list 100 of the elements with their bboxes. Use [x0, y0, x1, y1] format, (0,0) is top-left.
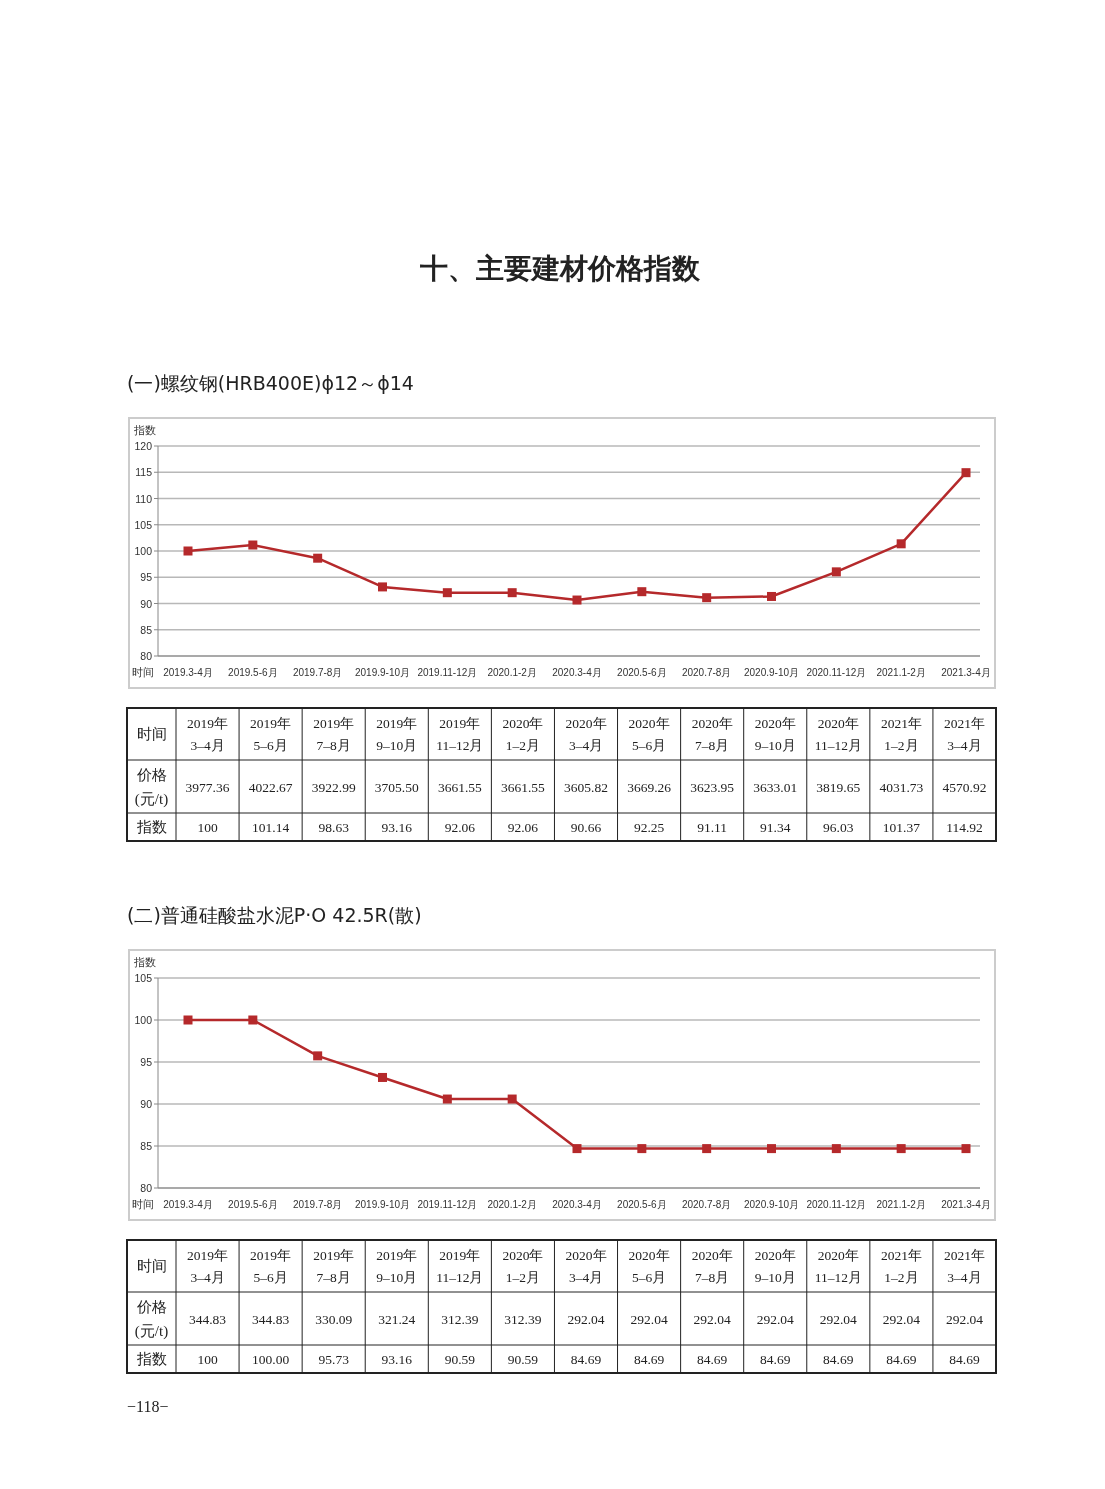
text: 292.04 [882, 1311, 921, 1326]
x-axis-title: 时间 [132, 1198, 154, 1210]
text: 2020年 7–8月 [691, 1247, 733, 1285]
text: 3661.55 [437, 779, 483, 794]
text: 3669.26 [627, 779, 672, 794]
text: 2021年 1–2月 [880, 1247, 922, 1285]
text: 4031.73 [879, 779, 924, 794]
point [831, 1144, 841, 1154]
chart-title: (二)普通硅酸盐水泥P·O 42.5R(散) [127, 904, 422, 926]
text: 2021年 3–4月 [943, 1247, 985, 1285]
data-label: 98.63 [318, 819, 350, 835]
text: 3977.36 [185, 779, 230, 794]
text: 4022.67 [248, 779, 293, 794]
data-label: 84.69 [886, 1351, 917, 1367]
text: −118− [127, 1397, 169, 1415]
text: 2020年 1–2月 [502, 715, 544, 753]
point [442, 1094, 452, 1104]
x-tick-label: 2019.11-12月 [417, 1198, 478, 1210]
point [248, 540, 258, 550]
text: 344.83 [188, 1311, 227, 1326]
text: 2020年 11–12月 [814, 1247, 862, 1285]
point [572, 595, 582, 605]
data-label: 96.03 [823, 819, 854, 835]
point [767, 1144, 776, 1154]
x-tick-label: 2020.7-8月 [681, 666, 732, 678]
data-label: 100 [197, 1351, 218, 1367]
y-tick-label: 90 [140, 597, 153, 610]
data-label: 92.06 [507, 819, 539, 835]
text: 2021年 1–2月 [880, 715, 922, 753]
text: 2020年 9–10月 [754, 715, 796, 753]
point [507, 1094, 517, 1104]
point [961, 1144, 971, 1154]
text: 指数 [135, 1351, 167, 1367]
y-tick-label: 120 [134, 440, 153, 452]
text: 2019年 11–12月 [436, 715, 484, 753]
x-tick-label: 2020.11-12月 [806, 666, 867, 678]
y-tick-label: 110 [135, 492, 153, 505]
point [896, 1144, 906, 1154]
data-label: 93.16 [381, 1351, 413, 1367]
point [637, 1144, 647, 1154]
x-tick-label: 2020.11-12月 [806, 1198, 867, 1210]
text: 292.04 [945, 1311, 984, 1326]
text: 2020年 9–10月 [754, 1247, 796, 1285]
data-label: 91.11 [697, 819, 728, 835]
y-tick-label: 95 [140, 1056, 153, 1068]
text: 3819.65 [816, 779, 861, 794]
x-tick-label: 2021.1-2月 [876, 1198, 926, 1210]
x-tick-label: 2021.3-4月 [941, 666, 991, 678]
text: 312.39 [441, 1311, 479, 1326]
text: 2020年 11–12月 [814, 715, 862, 753]
point [961, 468, 971, 478]
text: 2019年 5–6月 [250, 715, 292, 753]
x-tick-label: 2020.5-6月 [617, 666, 667, 678]
point [183, 546, 193, 556]
text: 330.09 [315, 1311, 353, 1326]
text: 2020年 3–4月 [565, 1247, 607, 1285]
text: 292.04 [756, 1311, 795, 1326]
point [831, 567, 841, 577]
text: 2019年 7–8月 [313, 715, 355, 753]
x-tick-label: 2020.3-4月 [552, 666, 602, 678]
data-label: 92.06 [444, 819, 476, 835]
data-label: 101.37 [882, 819, 921, 835]
text: 2020年 3–4月 [565, 715, 607, 753]
text: 321.24 [378, 1311, 416, 1326]
text: 312.39 [504, 1311, 542, 1326]
y-tick-label: 85 [140, 623, 153, 636]
text: 3705.50 [374, 779, 419, 794]
x-tick-label: 2020.1-2月 [487, 666, 537, 678]
point [378, 582, 387, 592]
text: 2021年 3–4月 [943, 715, 985, 753]
data-label: 114.92 [946, 819, 983, 835]
text: 292.04 [630, 1311, 668, 1326]
x-tick-label: 2020.5-6月 [617, 1198, 667, 1210]
text: 价格 (元/t) [134, 766, 169, 808]
x-tick-label: 2021.1-2月 [876, 666, 926, 678]
text: 2019年 11–12月 [436, 1247, 484, 1285]
text: 2019年 9–10月 [376, 1247, 418, 1285]
chart-title: (一)螺纹钢(HRB400E)ϕ12～ϕ14 [127, 372, 414, 394]
text: 2020年 7–8月 [691, 715, 733, 753]
text: 3623.95 [690, 779, 735, 794]
x-tick-label: 2020.9-10月 [743, 666, 800, 678]
x-tick-label: 2019.7-8月 [292, 666, 343, 678]
text: 2019年 9–10月 [376, 715, 418, 753]
x-tick-label: 2019.9-10月 [354, 666, 411, 678]
data-label: 84.69 [633, 1351, 665, 1367]
text: 2019年 3–4月 [187, 715, 229, 753]
point [442, 588, 452, 598]
text: 3605.82 [564, 779, 608, 794]
point [183, 1015, 193, 1025]
text: 时间 [136, 1258, 167, 1274]
x-tick-label: 2019.3-4月 [163, 666, 213, 678]
x-tick-label: 2019.7-8月 [292, 1198, 343, 1210]
text: 2020年 5–6月 [628, 1247, 670, 1285]
data-label: 100.00 [252, 1351, 290, 1367]
text: 3922.99 [311, 779, 356, 794]
data-label: 91.34 [760, 819, 791, 835]
y-tick-label: 100 [134, 1014, 153, 1026]
point [313, 553, 323, 563]
text: 3661.55 [500, 779, 546, 794]
y-axis-title: 指数 [133, 424, 156, 436]
